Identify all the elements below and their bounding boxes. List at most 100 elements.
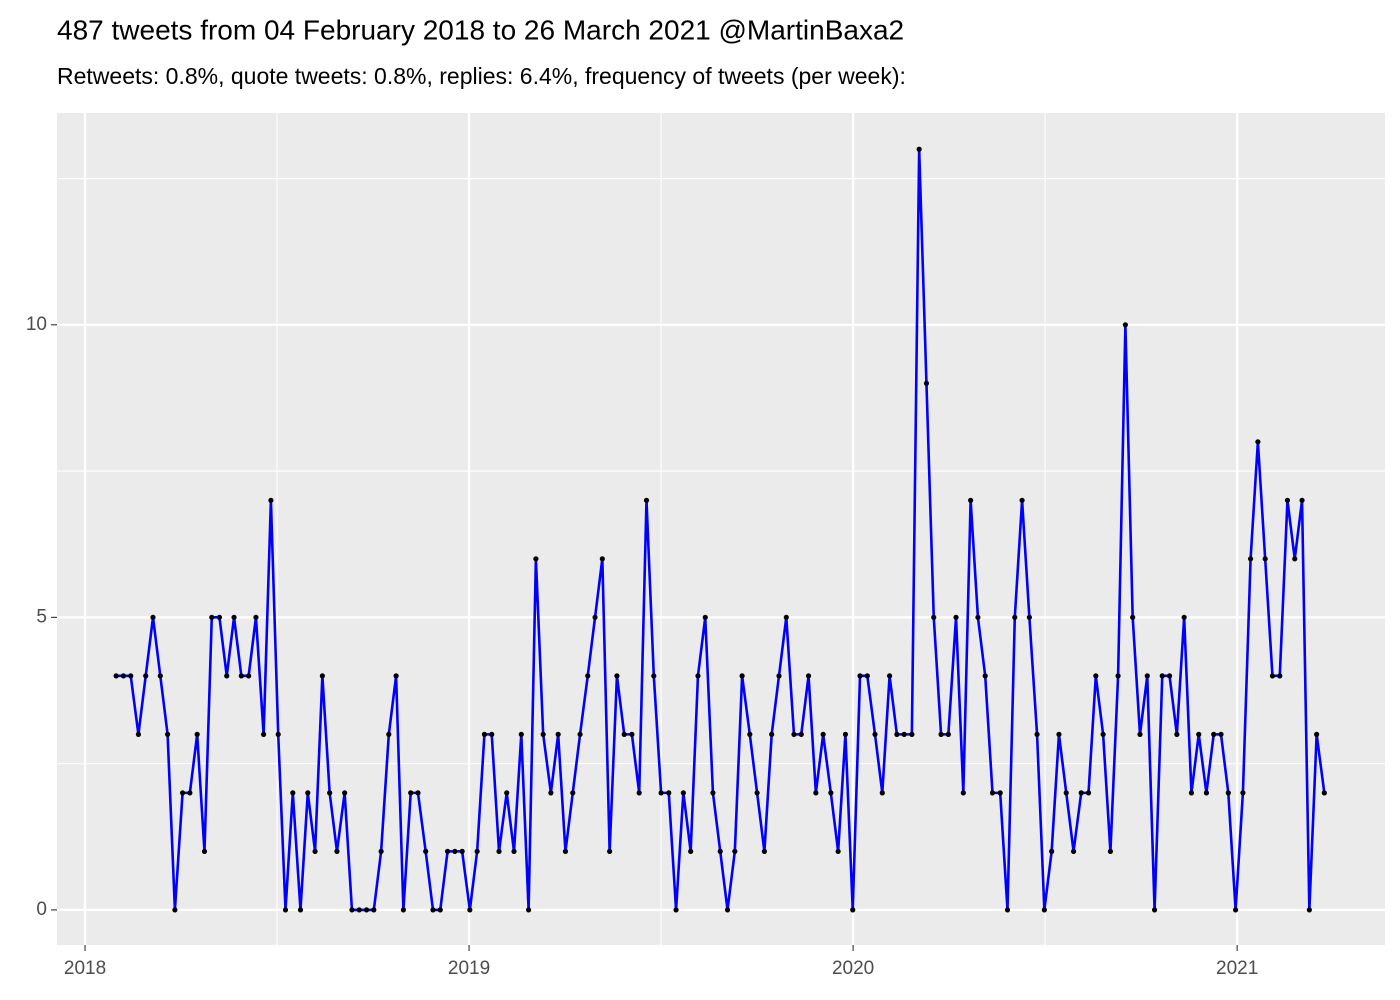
point: [717, 848, 723, 854]
point: [1019, 497, 1025, 503]
point: [592, 614, 598, 620]
point: [1166, 673, 1173, 679]
point: [754, 790, 760, 796]
point: [828, 790, 834, 796]
y-tick-label: 5: [36, 606, 47, 627]
point: [356, 907, 362, 913]
point: [474, 848, 480, 854]
point: [1144, 673, 1150, 679]
point: [702, 614, 708, 620]
point: [938, 731, 944, 737]
point: [194, 731, 200, 737]
point: [1070, 848, 1077, 854]
point: [982, 673, 988, 679]
point: [1151, 907, 1158, 913]
point: [629, 731, 635, 737]
point: [857, 673, 863, 679]
point: [187, 790, 193, 796]
point: [607, 848, 613, 854]
point: [165, 731, 171, 737]
point: [1004, 907, 1011, 913]
point: [1211, 731, 1217, 737]
point: [1306, 907, 1312, 913]
chart-subtitle: Retweets: 0.8%, quote tweets: 0.8%, repl…: [57, 63, 906, 89]
point: [1225, 790, 1231, 796]
point: [201, 848, 208, 854]
point: [224, 673, 230, 679]
point: [805, 673, 812, 679]
point: [467, 907, 473, 913]
point: [577, 731, 583, 737]
point: [525, 907, 532, 913]
point: [1181, 614, 1187, 620]
point: [1012, 614, 1018, 620]
point: [327, 790, 333, 796]
point: [334, 848, 340, 854]
point: [261, 731, 267, 737]
point: [1292, 556, 1298, 562]
point: [658, 790, 664, 796]
point: [120, 673, 127, 679]
point: [975, 614, 981, 620]
point: [636, 790, 642, 796]
point: [931, 614, 937, 620]
point: [157, 673, 163, 679]
point: [643, 497, 650, 503]
point: [688, 848, 694, 854]
point: [864, 673, 870, 679]
point: [1269, 673, 1276, 679]
point: [555, 731, 561, 737]
point: [423, 848, 429, 854]
point: [1130, 614, 1136, 620]
x-tick-label: 2019: [448, 958, 490, 979]
point: [798, 731, 804, 737]
point: [695, 673, 701, 679]
point: [968, 497, 974, 503]
point: [1196, 731, 1202, 737]
point: [481, 731, 488, 737]
point: [1299, 497, 1305, 503]
point: [312, 848, 318, 854]
point: [872, 731, 878, 737]
point: [732, 848, 738, 854]
point: [1093, 673, 1099, 679]
point: [452, 848, 458, 854]
point: [297, 907, 304, 913]
x-tick-label: 2018: [64, 958, 106, 979]
point: [1063, 790, 1069, 796]
point: [342, 790, 348, 796]
point: [1026, 614, 1032, 620]
point: [1188, 790, 1195, 796]
point: [400, 907, 407, 913]
point: [791, 731, 797, 737]
point: [172, 907, 178, 913]
plot-panel: [57, 113, 1385, 945]
point: [923, 380, 930, 386]
point: [1122, 322, 1128, 328]
x-tick-label: 2021: [1216, 958, 1258, 979]
point: [783, 614, 789, 620]
point: [238, 673, 244, 679]
point: [1233, 907, 1239, 913]
point: [282, 907, 289, 913]
point: [386, 731, 392, 737]
point: [680, 790, 686, 796]
point: [901, 731, 907, 737]
point: [408, 790, 414, 796]
point: [739, 673, 745, 679]
point: [1056, 731, 1062, 737]
y-tick-label: 0: [36, 899, 47, 920]
point: [430, 907, 436, 913]
point: [1247, 556, 1254, 562]
point: [459, 848, 465, 854]
point: [415, 790, 421, 796]
point: [128, 673, 134, 679]
point: [1049, 848, 1055, 854]
point: [511, 848, 517, 854]
point: [113, 673, 119, 679]
point: [533, 556, 539, 562]
point: [305, 790, 311, 796]
point: [960, 790, 966, 796]
point: [599, 556, 605, 562]
